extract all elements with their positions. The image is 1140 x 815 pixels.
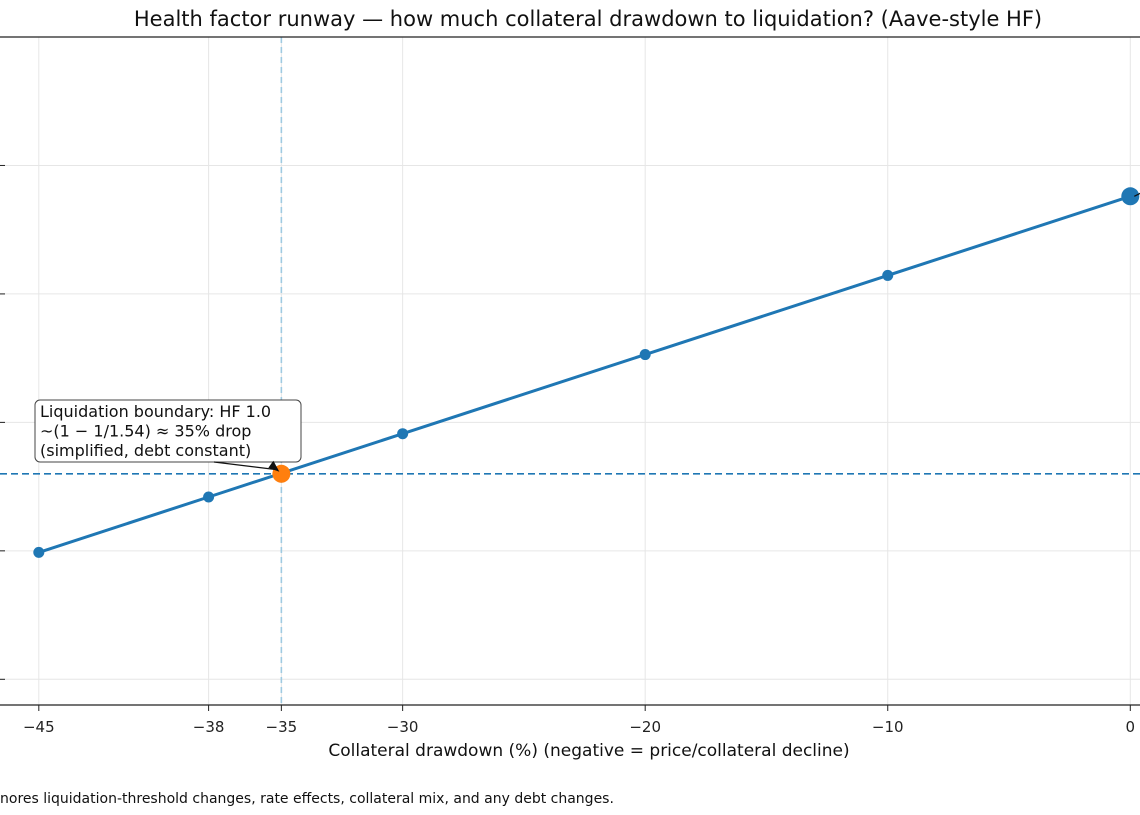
x-tick-label: −30 xyxy=(387,718,419,736)
x-tick-label: −38 xyxy=(193,718,225,736)
annotation-text: (simplified, debt constant) xyxy=(40,441,251,460)
series-layer xyxy=(33,187,1140,558)
reference-lines xyxy=(0,37,1140,705)
data-point xyxy=(203,491,215,503)
x-tick-label: −45 xyxy=(23,718,55,736)
grid xyxy=(0,37,1140,705)
annotation-text: ~(1 − 1/1.54) ≈ 35% drop xyxy=(40,422,251,441)
x-tick-label: −10 xyxy=(872,718,904,736)
annotation-text: Liquidation boundary: HF 1.0 xyxy=(40,402,271,421)
chart-title: Health factor runway — how much collater… xyxy=(134,7,1042,31)
x-tick-label: −20 xyxy=(629,718,661,736)
x-tick-label: −35 xyxy=(266,718,298,736)
x-axis-label: Collateral drawdown (%) (negative = pric… xyxy=(328,741,849,761)
current-hf-point xyxy=(1121,187,1140,206)
x-tick-label: 0 xyxy=(1126,718,1136,736)
data-point xyxy=(397,428,409,440)
current-annotation-arrow xyxy=(1134,192,1140,197)
data-point xyxy=(639,349,651,361)
axes: −45 −38 −35 −30 −20 −10 0 xyxy=(0,36,1140,736)
data-point xyxy=(33,546,45,558)
footnote: nores liquidation-threshold changes, rat… xyxy=(0,791,614,807)
annotation-box xyxy=(34,399,302,463)
annotation-arrowhead xyxy=(268,460,280,472)
data-point xyxy=(882,269,894,281)
annotation-layer: Liquidation boundary: HF 1.0~(1 − 1/1.54… xyxy=(34,192,1140,472)
annotation-arrow xyxy=(213,461,278,471)
health-factor-line xyxy=(38,194,1131,554)
